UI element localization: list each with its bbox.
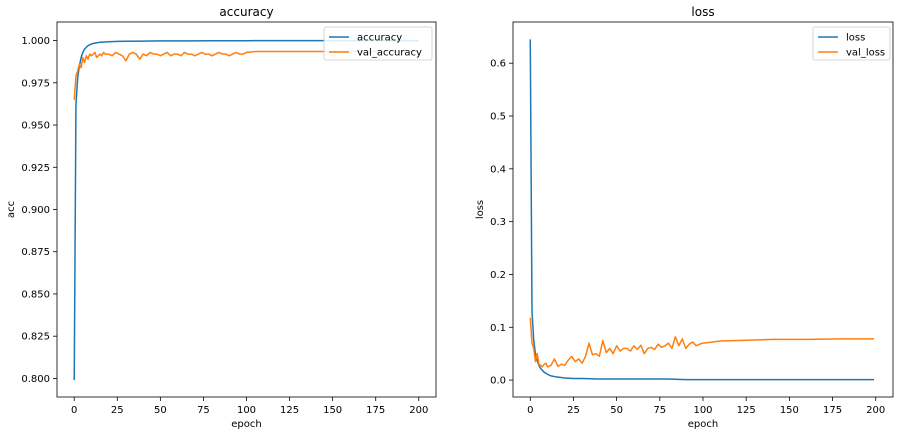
x-axis-label: epoch bbox=[688, 419, 718, 430]
x-tick-label: 175 bbox=[366, 405, 385, 416]
y-tick-label: 1.000 bbox=[21, 36, 50, 47]
y-tick-label: 0.1 bbox=[490, 323, 506, 334]
x-axis-label: epoch bbox=[231, 419, 261, 430]
x-tick-label: 25 bbox=[111, 405, 124, 416]
chart-title: accuracy bbox=[219, 5, 273, 19]
x-tick-label: 0 bbox=[527, 405, 533, 416]
y-tick-label: 0.825 bbox=[21, 332, 50, 343]
plot-frame bbox=[56, 21, 437, 398]
legend-entry: val_loss bbox=[846, 48, 885, 59]
y-axis-label: acc bbox=[6, 201, 17, 218]
x-tick-label: 150 bbox=[323, 405, 342, 416]
legend: accuracy val_accuracy bbox=[323, 26, 433, 61]
legend-entry: val_accuracy bbox=[357, 48, 422, 59]
legend-entry: loss bbox=[846, 33, 865, 44]
y-tick-label: 0.4 bbox=[490, 164, 506, 175]
y-tick-label: 0.0 bbox=[490, 376, 506, 387]
x-tick-label: 75 bbox=[653, 405, 666, 416]
y-tick-label: 0.800 bbox=[21, 374, 50, 385]
series-line-val-accuracy bbox=[73, 50, 419, 100]
x-tick-label: 100 bbox=[237, 405, 256, 416]
legend: loss val_loss bbox=[812, 26, 891, 61]
x-tick-label: 25 bbox=[567, 405, 580, 416]
x-tick-label: 50 bbox=[610, 405, 623, 416]
x-tick-label: 200 bbox=[866, 405, 885, 416]
legend-entry: accuracy bbox=[357, 33, 402, 44]
x-tick-label: 200 bbox=[409, 405, 428, 416]
y-axis-label: loss bbox=[475, 200, 486, 219]
legend-box bbox=[323, 26, 433, 61]
chart-loss: 0 25 50 75 100 125 150 175 200 0.0 0.1 0.2 0.3 0.4 0.5… bbox=[475, 5, 894, 430]
y-tick-label: 0.2 bbox=[490, 270, 506, 281]
chart-accuracy: 0 25 50 75 100 125 150 175 200 0.800 0.825 0.850 0.8… bbox=[6, 5, 437, 430]
plot-frame bbox=[512, 21, 894, 398]
y-tick-label: 0.5 bbox=[490, 112, 506, 123]
x-tick-label: 75 bbox=[197, 405, 210, 416]
series-line-accuracy bbox=[73, 39, 419, 381]
y-tick-label: 0.900 bbox=[21, 205, 50, 216]
y-tick-label: 0.950 bbox=[21, 121, 50, 132]
y-tick-label: 0.875 bbox=[21, 247, 50, 258]
x-tick-label: 175 bbox=[823, 405, 842, 416]
x-tick-label: 0 bbox=[71, 405, 77, 416]
x-tick-label: 125 bbox=[737, 405, 756, 416]
y-tick-label: 0.3 bbox=[490, 217, 506, 228]
y-tick-label: 0.850 bbox=[21, 289, 50, 300]
series-line-loss bbox=[529, 39, 874, 381]
x-tick-label: 100 bbox=[693, 405, 712, 416]
x-tick-label: 150 bbox=[780, 405, 799, 416]
y-tick-label: 0.6 bbox=[490, 59, 506, 70]
series-line-val-loss bbox=[529, 317, 874, 368]
y-tick-label: 0.925 bbox=[21, 163, 50, 174]
x-tick-label: 125 bbox=[280, 405, 299, 416]
chart-title: loss bbox=[691, 5, 714, 19]
y-tick-label: 0.975 bbox=[21, 78, 50, 89]
x-tick-label: 50 bbox=[154, 405, 167, 416]
